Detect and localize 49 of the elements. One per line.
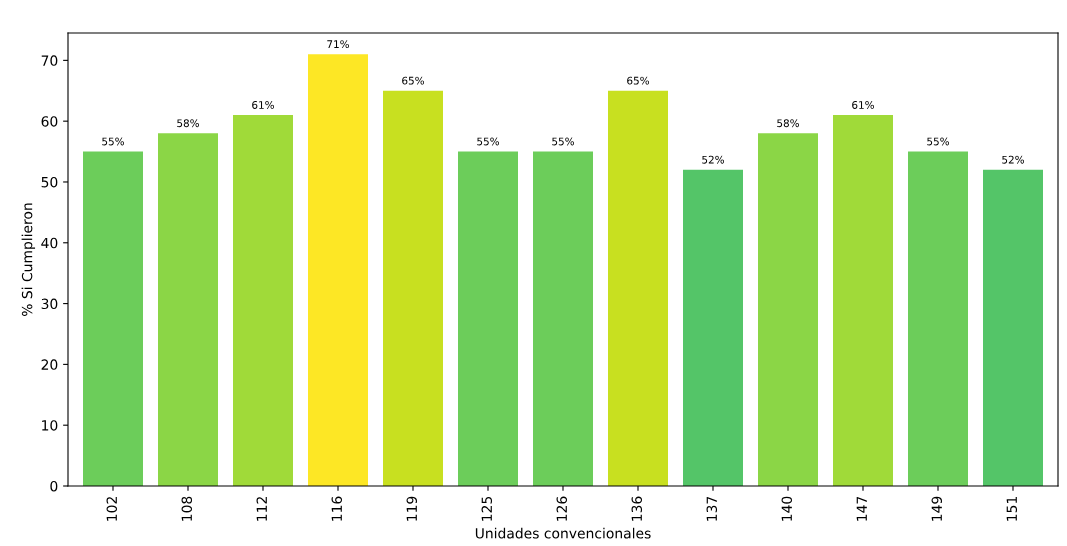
data-label: 52% [1002,155,1024,164]
data-label: 65% [402,76,424,85]
bar [608,90,668,486]
x-tick-label: 116 [331,496,343,521]
x-tick-label: 119 [406,496,418,521]
x-tick-label: 102 [106,497,118,521]
y-tick-label: 0 [50,480,58,492]
x-tick-label: 125 [481,496,493,521]
data-label: 52% [702,155,724,164]
data-label: 61% [252,101,274,109]
bar [833,115,893,486]
x-tick-label: 151 [1006,497,1018,521]
y-tick-label: 10 [42,420,58,431]
data-label: 58% [177,119,199,128]
y-tick-label: 50 [41,176,58,188]
y-tick-label: 30 [41,298,58,310]
bar [758,133,818,486]
data-label: 65% [627,76,649,85]
data-label: 55% [927,137,949,146]
y-tick-label: 60 [41,116,58,127]
data-label: 55% [102,137,124,146]
bar [308,54,368,486]
y-axis-title: % Si Cumplieron [21,203,36,316]
bar [683,169,743,486]
x-tick-label: 108 [181,496,193,521]
x-tick-label: 147 [856,496,867,521]
x-tick-label: 112 [256,497,267,521]
bar [908,151,968,486]
y-tick-label: 40 [41,237,58,249]
x-tick-label: 149 [931,496,943,521]
bar [83,151,143,486]
x-axis-title: Unidades convencionales [475,527,651,539]
y-tick-label: 70 [41,55,58,66]
data-label: 55% [477,137,499,146]
data-label: 55% [552,137,574,146]
bar [383,90,443,486]
x-tick-label: 126 [556,496,568,521]
bar [458,151,518,486]
bar [158,133,218,486]
bar [533,151,593,486]
y-tick-label: 20 [41,359,58,370]
data-label: 58% [777,119,799,128]
x-tick-label: 136 [631,496,643,521]
bar [983,169,1043,486]
x-tick-label: 140 [781,496,793,521]
bar [233,115,293,486]
data-label: 61% [852,101,874,109]
x-tick-label: 137 [706,496,718,521]
data-label: 71% [327,40,349,49]
